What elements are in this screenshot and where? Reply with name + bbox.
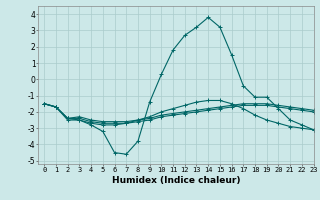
X-axis label: Humidex (Indice chaleur): Humidex (Indice chaleur) xyxy=(112,176,240,185)
